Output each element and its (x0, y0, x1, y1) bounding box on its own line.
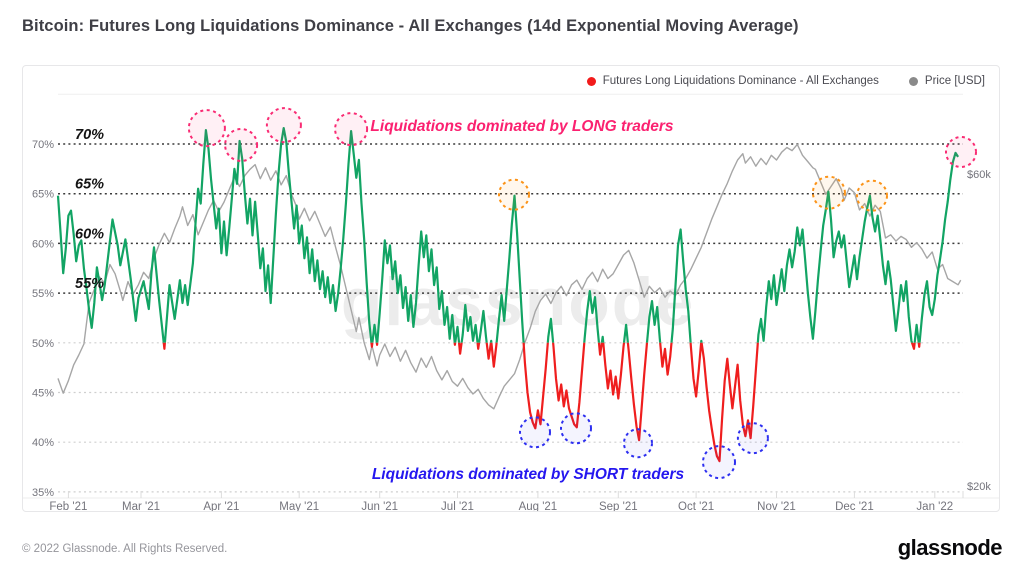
x-axis-label: Mar '21 (122, 501, 160, 511)
bold-level-label: 55% (75, 276, 104, 292)
y-axis-right-label: $20k (967, 481, 991, 493)
annotation-long-traders: Liquidations dominated by LONG traders (370, 118, 674, 135)
chart-card: glassnode 70% 70% 65% 65% 60% 60% 55% 55% 50% 45% 4… (22, 65, 1000, 512)
highlight-circle-pink (265, 107, 302, 144)
highlight-circle-pink (945, 136, 977, 168)
y-axis-left-label: 50% (32, 338, 54, 350)
x-axis-label: Dec '21 (835, 501, 874, 511)
chart-canvas[interactable]: glassnode70%70%65%65%60%60%55%55%50%45%4… (23, 66, 999, 511)
y-axis-left-label: 70% (32, 139, 54, 151)
y-axis-left-label: 40% (32, 437, 54, 449)
x-axis-label: Feb '21 (49, 501, 87, 511)
x-axis-label: Aug '21 (519, 501, 558, 511)
highlight-circle-orange (856, 179, 888, 212)
bold-level-label: 65% (75, 177, 104, 193)
x-axis-label: Jan '22 (916, 501, 953, 511)
x-axis-label: Nov '21 (757, 501, 796, 511)
x-axis-label: Jun '21 (361, 501, 398, 511)
x-axis-label: May '21 (279, 501, 319, 511)
highlight-circle-blue (623, 428, 653, 459)
highlight-circle-blue (519, 416, 551, 449)
highlight-circle-pink (224, 128, 259, 162)
legend-dot-dominance (586, 76, 596, 86)
annotation-short-traders: Liquidations dominated by SHORT traders (371, 466, 685, 483)
x-axis-label: Oct '21 (678, 501, 714, 511)
highlight-circle-orange (498, 178, 530, 211)
legend-label-dominance: Futures Long Liquidations Dominance - Al… (602, 75, 879, 87)
bold-level-label: 60% (75, 226, 104, 242)
page-title: Bitcoin: Futures Long Liquidations Domin… (22, 17, 799, 35)
x-axis-label: Apr '21 (203, 501, 239, 511)
y-axis-left-label: 60% (32, 238, 54, 250)
legend-label-price: Price [USD] (924, 75, 985, 87)
highlight-circle-orange (811, 175, 846, 210)
y-axis-left-label: 35% (32, 487, 54, 499)
legend-item-dominance[interactable]: Futures Long Liquidations Dominance - Al… (586, 75, 879, 87)
bold-level-label: 70% (75, 127, 104, 143)
footer-copyright: © 2022 Glassnode. All Rights Reserved. (22, 543, 228, 555)
highlight-circle-blue (560, 412, 592, 445)
y-axis-right-label: $60k (967, 169, 991, 181)
x-axis-label: Jul '21 (441, 501, 474, 511)
highlight-circle-blue (702, 445, 736, 480)
highlight-circle-blue (736, 422, 769, 455)
dominance-line-green (56, 127, 960, 343)
dominance-line-red (162, 342, 921, 463)
highlight-circle-pink (334, 112, 369, 147)
x-axis-label: Sep '21 (599, 501, 638, 511)
price-line (57, 143, 962, 410)
legend-dot-price (908, 76, 918, 86)
legend-item-price[interactable]: Price [USD] (908, 75, 985, 87)
y-axis-left-label: 45% (32, 388, 54, 400)
highlight-circle-pink (187, 109, 226, 148)
y-axis-left-label: 65% (32, 189, 54, 201)
y-axis-left-label: 55% (32, 288, 54, 300)
glassnode-logo: glassnode (897, 535, 1003, 560)
chart-legend: Futures Long Liquidations Dominance - Al… (586, 75, 985, 87)
